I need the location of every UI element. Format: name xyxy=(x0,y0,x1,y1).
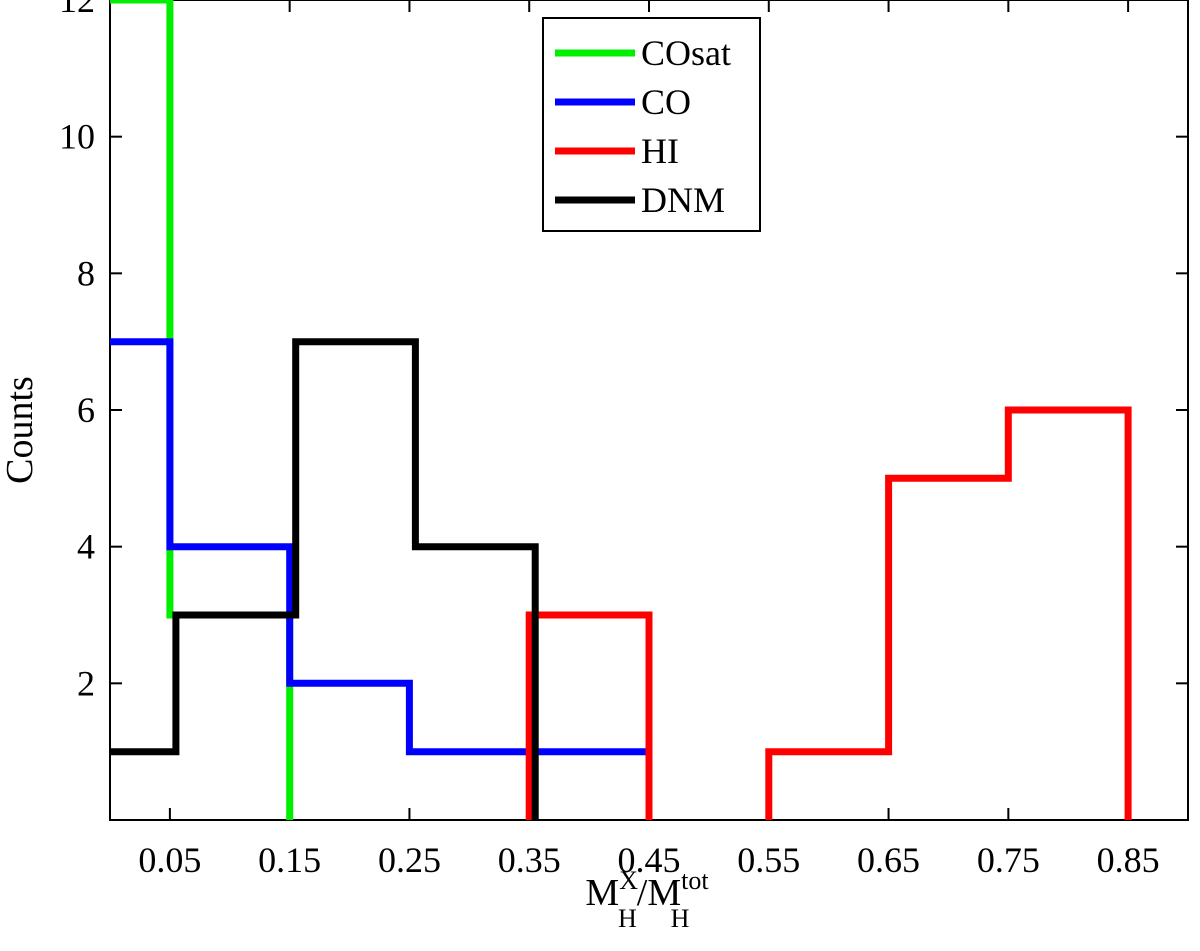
x-label-separator: / xyxy=(637,872,648,914)
x-tick-label: 0.45 xyxy=(618,840,681,880)
x-tick-label: 0.85 xyxy=(1097,840,1160,880)
x-tick-label: 0.65 xyxy=(857,840,920,880)
series-line-hi xyxy=(525,611,653,820)
y-ticks: 2 4 6 8 10 12 xyxy=(59,0,1188,703)
x-label-base2: M xyxy=(647,872,681,914)
x-tick-label: 0.35 xyxy=(498,840,561,880)
series-line-dnm xyxy=(110,338,539,820)
x-tick-label: 0.05 xyxy=(138,840,201,880)
x-label-base1: M xyxy=(585,872,619,914)
x-label-sup1: X xyxy=(619,866,638,895)
x-label-sub2: H xyxy=(671,904,690,933)
x-tick-label: 0.75 xyxy=(977,840,1040,880)
legend-label: DNM xyxy=(641,180,725,220)
x-tick-label: 0.25 xyxy=(378,840,441,880)
x-label-sub1: H xyxy=(618,904,637,933)
y-axis-label: Counts xyxy=(0,376,41,484)
legend-label: CO xyxy=(641,82,691,122)
series-line-hi xyxy=(765,406,1132,820)
x-label-sup2: tot xyxy=(681,866,709,895)
y-tick-label: 6 xyxy=(77,390,95,430)
series-line-co xyxy=(110,338,653,820)
y-tick-label: 10 xyxy=(59,117,95,157)
y-tick-label: 8 xyxy=(77,253,95,293)
series-line-cosat xyxy=(110,0,294,820)
y-tick-label: 2 xyxy=(77,663,95,703)
x-tick-label: 0.55 xyxy=(737,840,800,880)
legend: COsat CO HI DNM xyxy=(542,17,761,232)
y-tick-label: 4 xyxy=(77,527,95,567)
legend-label: HI xyxy=(641,131,679,171)
series-layer xyxy=(110,0,1132,820)
y-tick-label: 12 xyxy=(59,0,95,20)
legend-label: COsat xyxy=(641,33,731,73)
x-axis-label: MX H/Mtot H xyxy=(585,866,709,933)
x-tick-label: 0.15 xyxy=(258,840,321,880)
x-ticks: 0.05 0.15 0.25 0.35 0.45 0.55 0.65 0.75 0.85 xyxy=(138,0,1160,880)
